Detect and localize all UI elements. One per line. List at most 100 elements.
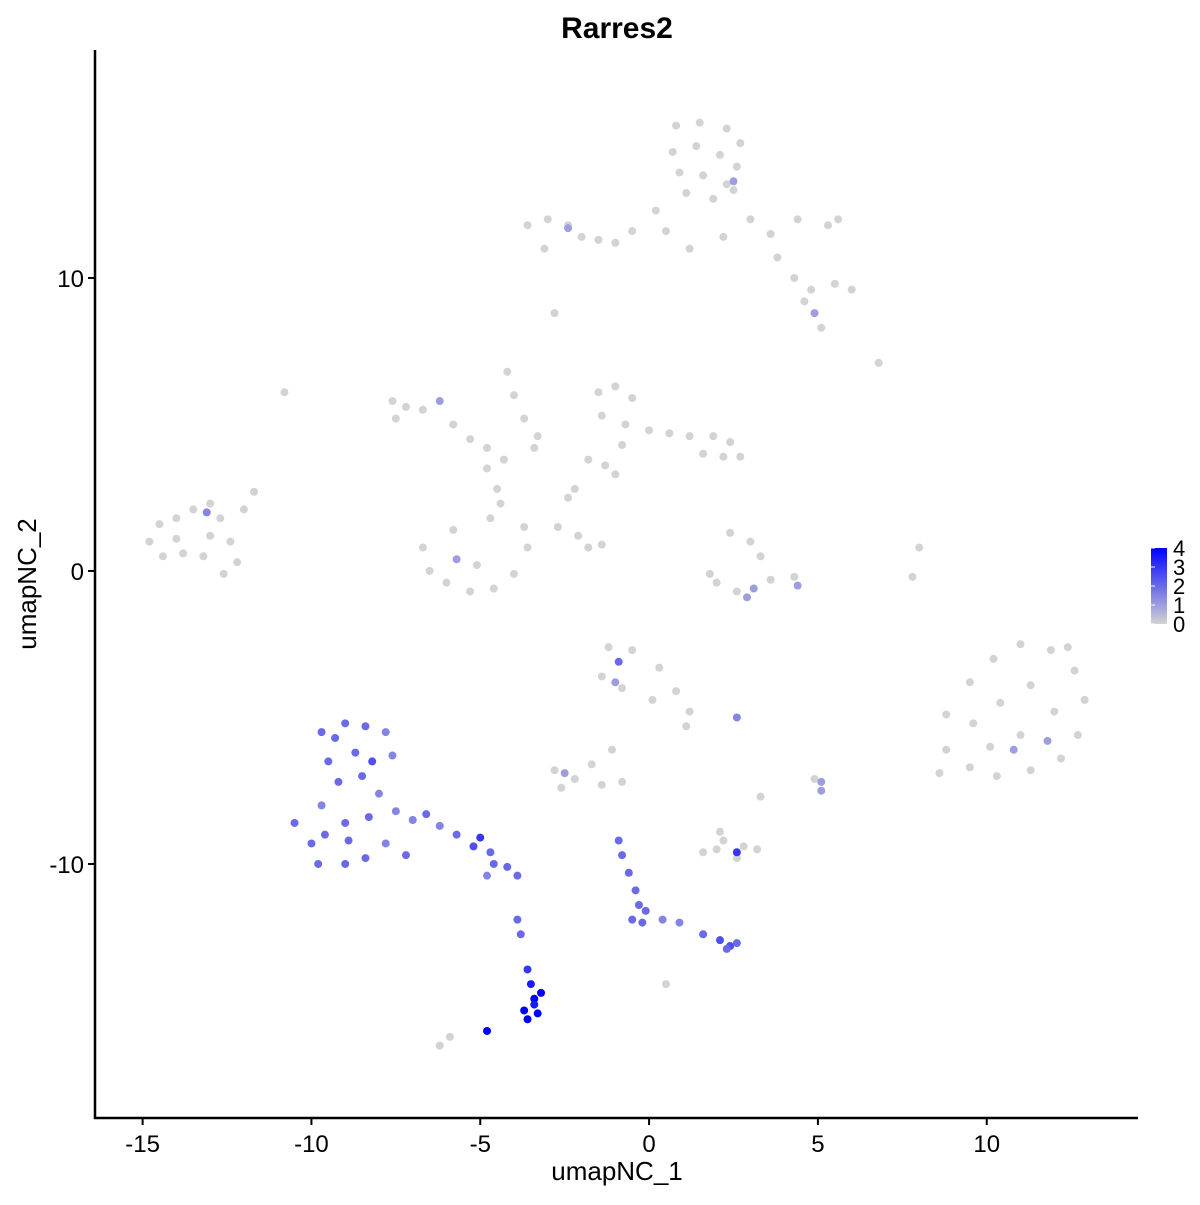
point bbox=[651, 206, 660, 215]
point bbox=[553, 523, 562, 532]
point bbox=[537, 988, 546, 997]
point bbox=[675, 168, 684, 177]
point bbox=[793, 581, 802, 590]
point bbox=[749, 584, 758, 593]
point bbox=[408, 816, 417, 825]
point bbox=[817, 323, 826, 332]
point bbox=[290, 818, 299, 827]
point bbox=[672, 687, 681, 696]
point bbox=[422, 810, 431, 819]
point bbox=[199, 552, 208, 561]
point bbox=[597, 540, 606, 549]
point bbox=[996, 698, 1005, 707]
point bbox=[341, 859, 350, 868]
point bbox=[388, 397, 397, 406]
point bbox=[719, 836, 728, 845]
point bbox=[280, 388, 289, 397]
point bbox=[510, 391, 519, 400]
point bbox=[965, 763, 974, 772]
point bbox=[483, 1026, 492, 1035]
point bbox=[364, 813, 373, 822]
point bbox=[351, 748, 360, 757]
point bbox=[307, 839, 316, 848]
point bbox=[712, 845, 721, 854]
point bbox=[523, 221, 532, 230]
point bbox=[628, 915, 637, 924]
point bbox=[530, 1000, 539, 1009]
point bbox=[523, 1015, 532, 1024]
point bbox=[503, 367, 512, 376]
point bbox=[611, 470, 620, 479]
point bbox=[158, 552, 167, 561]
point bbox=[530, 994, 539, 1003]
point bbox=[607, 745, 616, 754]
point bbox=[530, 443, 539, 452]
point bbox=[817, 786, 826, 795]
point bbox=[472, 561, 481, 570]
point bbox=[452, 555, 461, 564]
point bbox=[685, 707, 694, 716]
point bbox=[401, 402, 410, 411]
y-axis-label: umapNC_2 bbox=[12, 518, 42, 650]
point bbox=[743, 593, 752, 602]
point bbox=[250, 487, 259, 496]
point bbox=[442, 578, 451, 587]
point bbox=[672, 121, 681, 130]
point bbox=[736, 139, 745, 148]
y-tick-label: -10 bbox=[49, 852, 84, 879]
point bbox=[557, 783, 566, 792]
point bbox=[1016, 640, 1025, 649]
point bbox=[597, 411, 606, 420]
point bbox=[618, 440, 627, 449]
point bbox=[611, 678, 620, 687]
points-layer bbox=[145, 118, 1089, 1050]
point bbox=[513, 915, 522, 924]
point bbox=[800, 297, 809, 306]
point bbox=[391, 414, 400, 423]
point bbox=[969, 719, 978, 728]
point bbox=[493, 484, 502, 493]
point bbox=[401, 851, 410, 860]
point bbox=[739, 842, 748, 851]
point bbox=[732, 587, 741, 596]
point bbox=[648, 695, 657, 704]
point bbox=[570, 774, 579, 783]
point bbox=[533, 1009, 542, 1018]
point bbox=[685, 432, 694, 441]
point bbox=[540, 244, 549, 253]
point bbox=[790, 273, 799, 282]
point bbox=[594, 388, 603, 397]
point bbox=[773, 253, 782, 262]
point bbox=[226, 537, 235, 546]
x-tick-label: -15 bbox=[125, 1131, 160, 1158]
point bbox=[753, 845, 762, 854]
point bbox=[1070, 666, 1079, 675]
point bbox=[584, 543, 593, 552]
point bbox=[533, 432, 542, 441]
point bbox=[219, 569, 228, 578]
colorbar-tick-label: 4 bbox=[1173, 536, 1185, 561]
point bbox=[374, 789, 383, 798]
point bbox=[611, 238, 620, 247]
point bbox=[145, 537, 154, 546]
point bbox=[709, 194, 718, 203]
point bbox=[746, 215, 755, 224]
point bbox=[715, 827, 724, 836]
point bbox=[483, 443, 492, 452]
point bbox=[1026, 681, 1035, 690]
point bbox=[489, 859, 498, 868]
point bbox=[807, 285, 816, 294]
point bbox=[989, 654, 998, 663]
y-tick-label: 10 bbox=[57, 266, 84, 293]
point bbox=[685, 244, 694, 253]
point bbox=[550, 766, 559, 775]
point bbox=[564, 224, 573, 233]
point bbox=[435, 821, 444, 830]
point bbox=[992, 772, 1001, 781]
point bbox=[756, 792, 765, 801]
point bbox=[817, 777, 826, 786]
point bbox=[793, 215, 802, 224]
point bbox=[986, 742, 995, 751]
point bbox=[692, 142, 701, 151]
point bbox=[381, 839, 390, 848]
